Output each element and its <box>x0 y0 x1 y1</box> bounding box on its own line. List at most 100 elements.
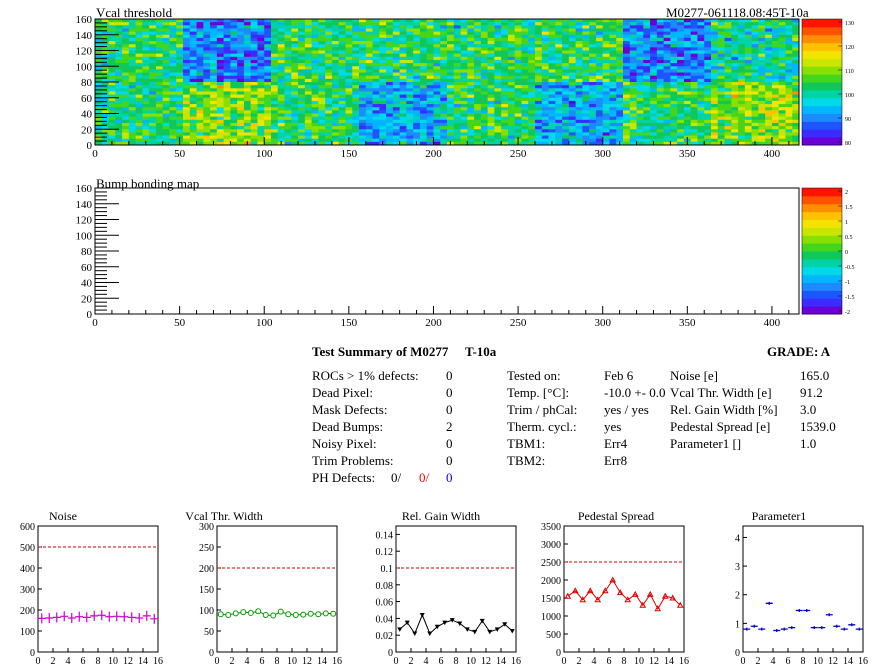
pixel-cell <box>406 37 414 42</box>
pixel-cell <box>237 63 245 67</box>
pixel-cell <box>758 47 766 51</box>
pixel-cell <box>284 19 292 23</box>
pixel-cell <box>365 25 373 29</box>
pixel-cell <box>359 104 367 108</box>
pixel-cell <box>602 97 610 102</box>
pixel-cell <box>101 53 109 58</box>
pixel-cell <box>162 69 170 73</box>
pixel-cell <box>392 37 401 42</box>
pixel-cell <box>413 94 421 99</box>
pixel-cell <box>108 113 116 118</box>
pixel-cell <box>392 85 401 89</box>
pixel-cell <box>304 119 313 124</box>
pixel-cell <box>487 104 495 108</box>
pixel-cell <box>521 129 529 133</box>
data-point <box>90 610 99 621</box>
pixel-cell <box>95 63 103 67</box>
pixel-cell <box>386 19 394 23</box>
x-tick-label: 100 <box>256 317 273 329</box>
pixel-cell <box>595 34 604 39</box>
pixel-cell <box>690 104 698 108</box>
pixel-cell <box>230 104 238 108</box>
pixel-cell <box>304 59 313 64</box>
pixel-cell <box>575 110 583 114</box>
pixel-cell <box>507 72 516 77</box>
scale-swatch <box>802 66 842 75</box>
pixel-cell <box>135 72 143 77</box>
pixel-cell <box>372 122 380 127</box>
pixel-cell <box>325 31 333 36</box>
pixel-cell <box>724 100 732 105</box>
pixel-cell <box>135 66 143 70</box>
pixel-cell <box>298 41 306 45</box>
pixel-cell <box>480 53 489 58</box>
data-point <box>818 626 826 630</box>
pixel-cell <box>507 56 516 61</box>
pixel-cell <box>467 107 475 111</box>
pixel-cell <box>392 41 401 45</box>
pixel-cell <box>128 100 137 105</box>
pixel-cell <box>386 47 394 51</box>
pixel-cell <box>562 34 570 39</box>
data-point <box>646 590 654 597</box>
pixel-cell <box>304 22 313 26</box>
pixel-cell <box>149 78 157 83</box>
pixel-cell <box>514 69 522 73</box>
pixel-cell <box>325 122 333 127</box>
pixel-cell <box>663 47 671 51</box>
pixel-cell <box>155 50 164 55</box>
pixel-cell <box>196 50 204 55</box>
pixel-cell <box>616 37 624 42</box>
scale-swatch <box>802 26 842 36</box>
pixel-cell <box>507 104 516 108</box>
pixel-cell <box>183 37 191 42</box>
ph-defects-label: PH Defects: <box>312 470 376 485</box>
pixel-cell <box>738 44 746 48</box>
pixel-cell <box>359 75 367 80</box>
pixel-cell <box>575 138 583 143</box>
pixel-cell <box>616 132 624 136</box>
pixel-cell <box>183 44 191 48</box>
pixel-cell <box>426 100 434 105</box>
pixel-cell <box>467 66 475 70</box>
pixel-cell <box>507 107 516 111</box>
pixel-cell <box>338 97 346 102</box>
pixel-cell <box>528 141 536 146</box>
pixel-cell <box>663 104 671 108</box>
pixel-cell <box>277 94 285 99</box>
pixel-cell <box>555 85 563 89</box>
pixel-cell <box>386 141 394 146</box>
pixel-cell <box>298 104 306 108</box>
pixel-cell <box>162 31 170 36</box>
pixel-cell <box>535 110 543 114</box>
pixel-cell <box>122 78 130 83</box>
pixel-cell <box>474 132 482 136</box>
pixel-cell <box>724 104 732 108</box>
pixel-cell <box>528 47 536 51</box>
data-point <box>472 629 478 635</box>
pixel-cell <box>176 97 184 102</box>
pixel-cell <box>345 44 353 48</box>
pixel-cell <box>291 97 299 102</box>
pixel-cell <box>298 56 306 61</box>
pixel-cell <box>304 37 313 42</box>
x-tick-label: 14 <box>317 656 327 667</box>
pixel-cell <box>426 25 434 29</box>
pixel-cell <box>636 100 644 105</box>
pixel-cell <box>535 107 543 111</box>
pixel-cell <box>257 107 265 111</box>
pixel-cell <box>731 59 739 64</box>
pixel-cell <box>203 88 211 92</box>
pixel-cell <box>433 47 441 51</box>
pixel-cell <box>670 78 678 83</box>
pixel-cell <box>155 47 164 51</box>
pixel-cell <box>717 75 725 80</box>
pixel-cell <box>535 75 543 80</box>
pixel-cell <box>318 82 326 86</box>
pixel-cell <box>95 69 103 73</box>
pixel-cell <box>778 94 786 99</box>
pixel-cell <box>183 85 191 89</box>
pixel-cell <box>108 88 116 92</box>
pixel-cell <box>162 41 170 45</box>
pixel-cell <box>257 56 265 61</box>
